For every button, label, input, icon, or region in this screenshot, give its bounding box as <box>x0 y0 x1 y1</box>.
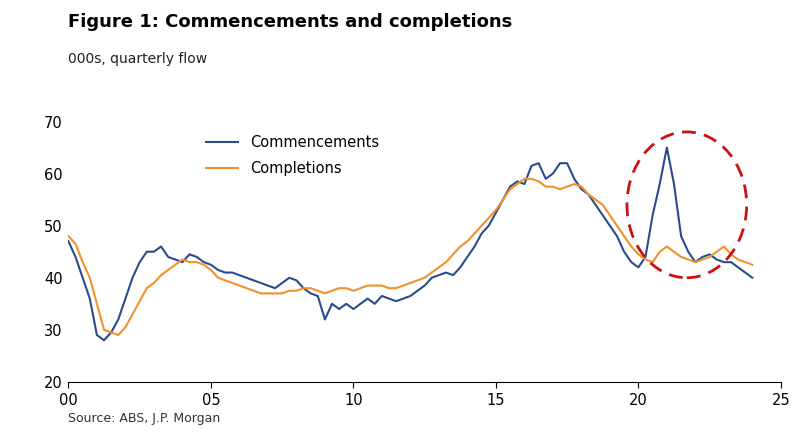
Commencements <box>249 278 258 283</box>
Text: Figure 1: Commencements and completions: Figure 1: Commencements and completions <box>68 13 513 31</box>
Completions <box>519 176 529 181</box>
Commencements <box>748 275 758 280</box>
Commencements <box>99 338 109 343</box>
Completions <box>114 332 123 338</box>
Completions <box>463 239 473 244</box>
Line: Completions: Completions <box>68 179 753 335</box>
Legend: Commencements, Completions: Commencements, Completions <box>200 129 385 182</box>
Commencements <box>85 296 95 301</box>
Completions <box>85 275 95 280</box>
Commencements <box>463 254 473 260</box>
Completions <box>64 233 73 239</box>
Line: Commencements: Commencements <box>68 148 753 340</box>
Completions <box>605 213 615 218</box>
Commencements <box>413 288 423 293</box>
Commencements <box>662 145 671 150</box>
Completions <box>249 288 258 293</box>
Completions <box>748 262 758 267</box>
Commencements <box>598 213 608 218</box>
Commencements <box>121 296 130 301</box>
Text: 000s, quarterly flow: 000s, quarterly flow <box>68 52 208 66</box>
Completions <box>121 325 130 330</box>
Text: Source: ABS, J.P. Morgan: Source: ABS, J.P. Morgan <box>68 412 221 425</box>
Completions <box>413 278 423 283</box>
Commencements <box>64 239 73 244</box>
